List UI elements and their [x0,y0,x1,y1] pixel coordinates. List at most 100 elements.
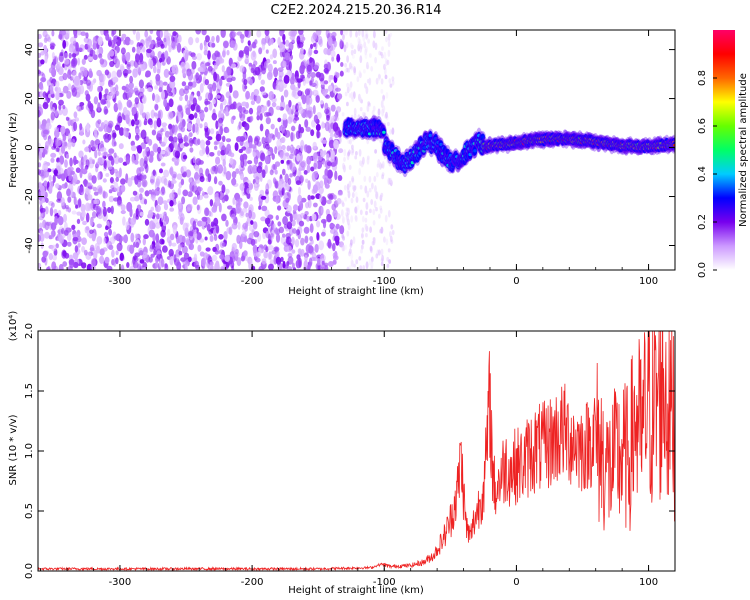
heatmap-cell [193,139,198,146]
heatmap-cell [373,175,377,182]
heatmap-cell [300,248,305,257]
heatmap-cell [111,30,117,35]
heatmap-cell [83,54,88,60]
heatmap-cell [195,158,202,166]
heatmap-cell [280,256,284,262]
heatmap-cell [274,227,278,235]
heatmap-cell [97,157,103,164]
heatmap-cell [187,203,193,211]
heatmap-cell [331,56,335,62]
heatmap-cell [63,52,68,59]
heatmap-cell [243,250,248,257]
heatmap-cell [120,47,126,55]
heatmap-cell [288,41,294,51]
heatmap-cell [98,53,103,59]
heatmap-cell [346,101,349,107]
heatmap-cell [231,213,236,220]
heatmap-cell [183,134,188,143]
heatmap-cell [310,166,315,172]
heatmap-cell [331,31,337,38]
heatmap-cell [80,203,86,213]
heatmap-cell [203,194,209,199]
heatmap-cell [88,68,93,78]
heatmap-cell [59,52,64,57]
heatmap-cell [361,30,365,38]
heatmap-cell [43,180,48,187]
heatmap-cell [108,155,114,161]
heatmap-cell [338,241,344,248]
heatmap-cell [97,36,103,46]
heatmap-cell [300,161,306,168]
heatmap-cell [285,197,290,203]
heatmap-cell [79,123,83,131]
heatmap-cell [372,237,376,244]
heatmap-cell [289,35,296,40]
heatmap-cell [355,196,359,203]
heatmap-cell [277,261,283,270]
heatmap-cell [290,83,296,91]
heatmap-cell [60,197,65,206]
heatmap-cell [70,36,76,45]
heatmap-cell [193,180,197,187]
heatmap-cell [372,220,376,226]
heatmap-cell [328,74,332,83]
heatmap-cell [44,55,48,64]
heatmap-cell [361,227,365,233]
heatmap-cell [100,99,107,105]
heatmap-cell [113,152,117,158]
heatmap-cell [66,154,69,159]
heatmap-cell [264,30,270,36]
heatmap-cell [172,31,177,37]
heatmap-cell [103,123,109,133]
heatmap-cell [39,71,44,76]
heatmap-cell [65,116,70,121]
heatmap-cell [149,79,153,86]
heatmap-cell [85,93,91,102]
heatmap-cell [154,181,160,191]
heatmap-cell [160,176,167,184]
heatmap-cell [158,80,164,90]
heatmap-cell [81,246,86,253]
heatmap-cell [209,86,213,94]
heatmap-cell [260,91,267,96]
heatmap-cell [282,33,286,42]
heatmap-cell [102,200,106,209]
heatmap-cell [306,215,310,222]
heatmap-cell [387,34,391,41]
heatmap-cell [301,197,307,203]
heatmap-cell [243,201,249,209]
heatmap-cell [291,249,296,254]
heatmap-cell [239,111,243,119]
heatmap-cell [184,85,190,91]
heatmap-cell [312,105,316,115]
heatmap-cell [180,118,186,128]
heatmap-cell [87,38,93,49]
heatmap-cell [142,237,146,246]
heatmap-cell [99,58,105,65]
heatmap-cell [116,186,123,196]
heatmap-cell [225,219,229,227]
heatmap-cell [131,46,136,53]
heatmap-cell [211,112,217,121]
heatmap-cell [197,194,204,201]
heatmap-cell [73,261,79,269]
heatmap-cell [389,235,393,243]
heatmap-cell [234,251,240,257]
heatmap-cell [95,161,100,168]
heatmap-cell [226,143,231,152]
heatmap-cell [286,183,290,191]
heatmap-cell [63,229,69,236]
heatmap-cell [256,105,262,114]
heatmap-cell [177,34,182,43]
heatmap-cell [256,30,262,38]
heatmap-cell [201,216,208,222]
heatmap-cell [190,94,194,100]
heatmap-cell [83,249,88,256]
heatmap-cell [270,123,275,130]
heatmap-cell [176,261,182,270]
heatmap-cell [96,205,101,215]
heatmap-cell [147,39,154,50]
heatmap-cell [130,140,135,147]
heatmap-cell [80,31,87,36]
heatmap-cell [139,157,145,168]
